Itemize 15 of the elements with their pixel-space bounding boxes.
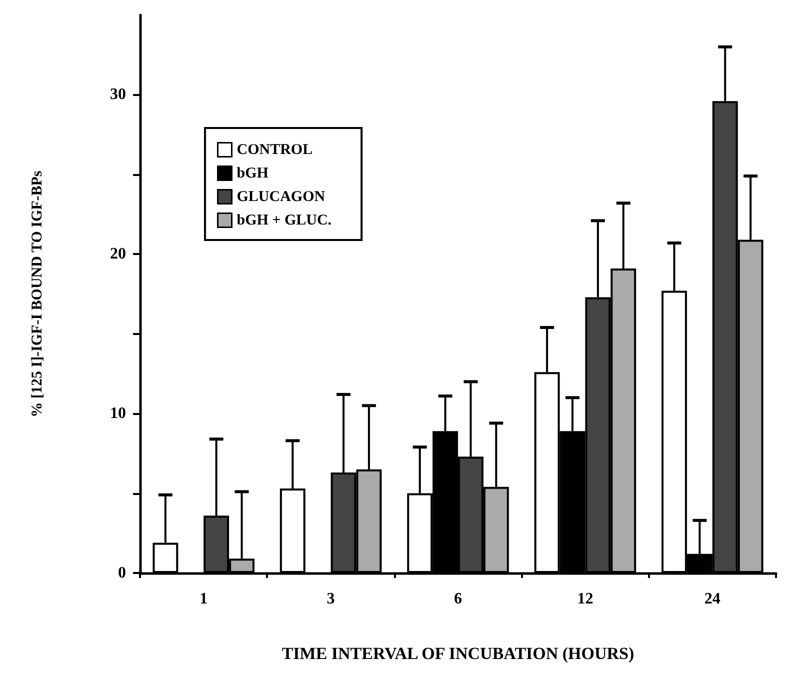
y-tick-label: 20 <box>110 246 126 263</box>
y-tick-label: 30 <box>110 86 126 104</box>
x-tick-label: 12 <box>577 590 594 608</box>
legend-label: GLUCAGON <box>236 188 326 205</box>
x-tick-label: 24 <box>704 590 720 608</box>
legend-label: bGH <box>236 165 269 182</box>
x-tick-label: 6 <box>454 590 462 608</box>
legend-label: bGH + GLUC. <box>236 212 332 228</box>
legend-label: CONTROL <box>236 142 313 158</box>
x-tick-label: 3 <box>326 590 335 608</box>
y-tick-label: 10 <box>110 405 126 422</box>
y-axis-title: % [125 I]-IGF-I BOUND TO IGF-BPs <box>30 170 46 418</box>
x-axis-title: TIME INTERVAL OF INCUBATION (HOURS) <box>282 644 634 663</box>
y-tick-label: 0 <box>118 564 126 582</box>
x-tick-label: 1 <box>200 590 208 608</box>
